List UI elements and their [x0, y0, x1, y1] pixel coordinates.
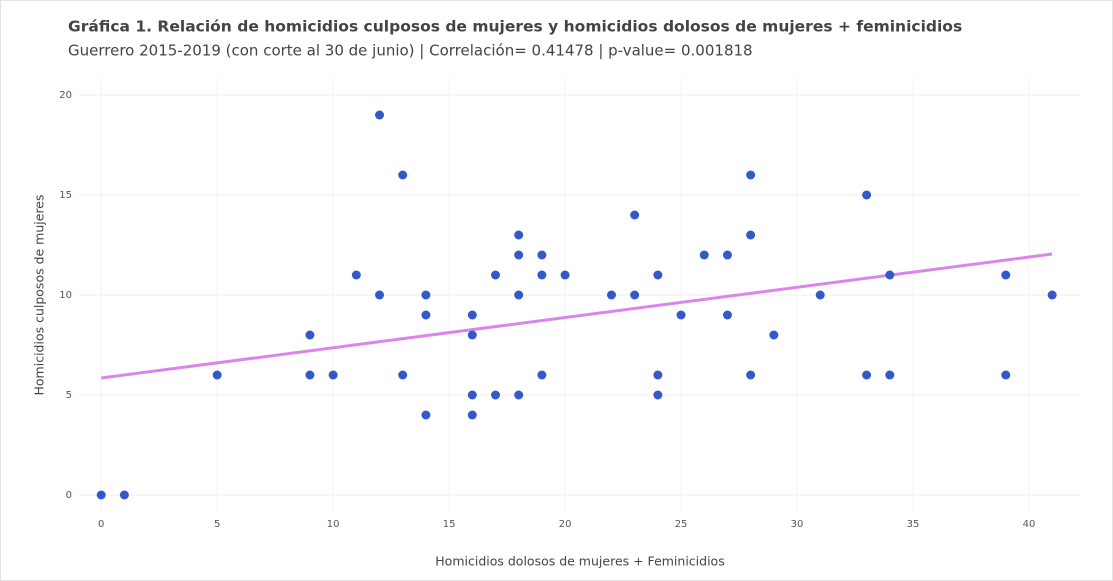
point [467, 410, 477, 420]
point [351, 270, 361, 280]
point [328, 370, 338, 380]
point [746, 230, 756, 240]
chart-subtitle: Guerrero 2015-2019 (con corte al 30 de j… [68, 42, 753, 60]
point [537, 370, 547, 380]
point [676, 310, 686, 320]
point [305, 330, 315, 340]
point [96, 490, 106, 500]
point [421, 410, 431, 420]
y-axis-label: Homicidios culposos de mujeres [32, 194, 47, 395]
point [1001, 370, 1011, 380]
point [862, 190, 872, 200]
point [467, 390, 477, 400]
point [398, 370, 408, 380]
point [885, 270, 895, 280]
x-tick-label: 0 [98, 519, 104, 530]
y-tick-label: 0 [66, 490, 72, 501]
point [398, 170, 408, 180]
point [699, 250, 709, 260]
point [1001, 270, 1011, 280]
point [630, 290, 640, 300]
y-tick-label: 10 [59, 290, 72, 301]
point [746, 170, 756, 180]
point [653, 370, 663, 380]
x-tick-label: 30 [791, 519, 804, 530]
x-tick-label: 40 [1023, 519, 1036, 530]
point [514, 230, 524, 240]
x-tick-label: 25 [675, 519, 688, 530]
x-tick-label: 10 [327, 519, 340, 530]
point [537, 270, 547, 280]
x-axis-label: Homicidios dolosos de mujeres + Feminici… [435, 554, 724, 569]
point [653, 270, 663, 280]
point [630, 210, 640, 220]
point [722, 310, 732, 320]
point [421, 290, 431, 300]
point [119, 490, 129, 500]
x-tick-label: 5 [214, 519, 220, 530]
y-tick-label: 20 [59, 90, 72, 101]
x-tick-label: 35 [907, 519, 920, 530]
point [467, 330, 477, 340]
point [537, 250, 547, 260]
point [653, 390, 663, 400]
point [491, 270, 500, 280]
point [862, 370, 872, 380]
chart-title: Gráfica 1. Relación de homicidios culpos… [68, 18, 962, 36]
point [467, 310, 477, 320]
point [514, 290, 524, 300]
point [212, 370, 222, 380]
point [1047, 290, 1057, 300]
point [305, 370, 315, 380]
point [375, 110, 385, 120]
point [722, 250, 732, 260]
point [769, 330, 779, 340]
point [514, 250, 524, 260]
point [491, 390, 500, 400]
point [514, 390, 524, 400]
x-tick-label: 15 [443, 519, 456, 530]
point [746, 370, 756, 380]
x-tick-label: 20 [559, 519, 572, 530]
point [560, 270, 570, 280]
y-tick-label: 5 [66, 390, 72, 401]
point [606, 290, 616, 300]
y-tick-label: 15 [59, 190, 72, 201]
point [421, 310, 431, 320]
point [885, 370, 895, 380]
point [815, 290, 825, 300]
point [375, 290, 385, 300]
